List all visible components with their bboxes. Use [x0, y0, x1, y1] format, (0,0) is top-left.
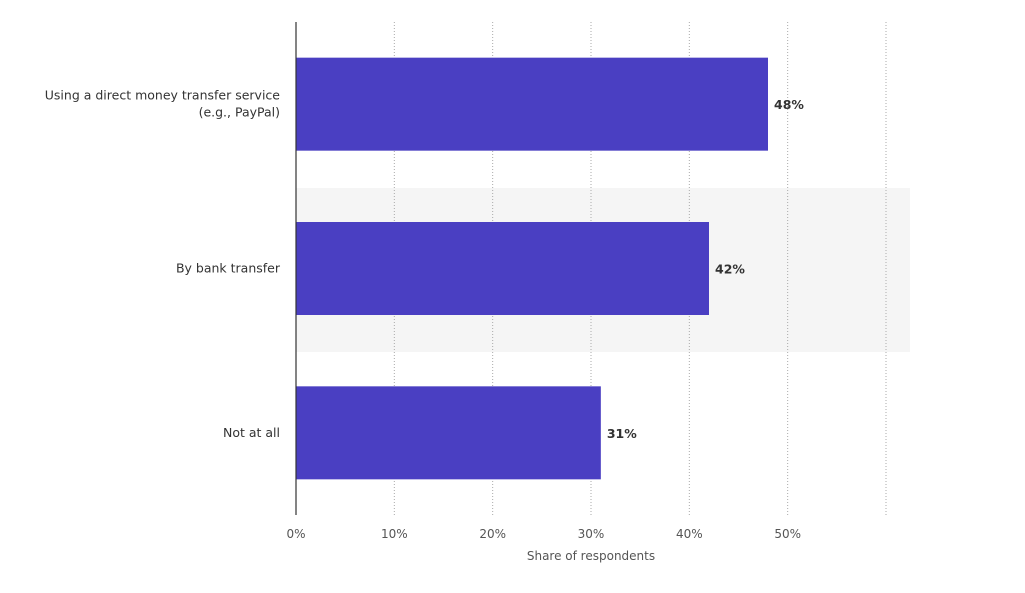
bar	[296, 57, 768, 151]
x-tick-label: 0%	[286, 527, 305, 541]
x-tick-label: 20%	[479, 527, 506, 541]
bar	[296, 386, 601, 480]
x-tick-label: 40%	[676, 527, 703, 541]
value-label: 42%	[715, 262, 745, 277]
y-tick-label: Not at all	[223, 425, 280, 440]
bar	[296, 222, 709, 315]
x-tick-label: 50%	[774, 527, 801, 541]
label-line: Not at all	[223, 425, 280, 440]
x-axis-title: Share of respondents	[527, 549, 655, 563]
x-tick-label: 30%	[578, 527, 605, 541]
x-tick-label: 10%	[381, 527, 408, 541]
label-line: Using a direct money transfer service	[45, 88, 281, 103]
y-tick-label: Using a direct money transfer service (e.…	[45, 88, 281, 120]
label-line: (e.g., PayPal)	[199, 105, 280, 120]
value-label: 48%	[774, 97, 804, 112]
y-tick-label: By bank transfer	[176, 261, 281, 276]
label-line: By bank transfer	[176, 261, 281, 276]
value-label: 31%	[607, 426, 637, 441]
